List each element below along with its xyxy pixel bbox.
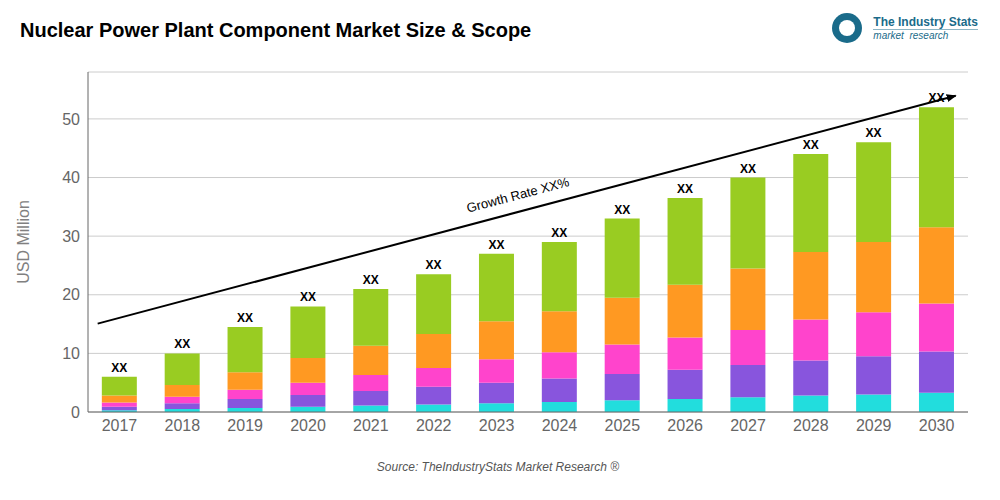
svg-text:XX: XX <box>111 361 127 375</box>
svg-text:20: 20 <box>62 286 80 303</box>
svg-text:2025: 2025 <box>604 417 640 434</box>
svg-text:2030: 2030 <box>919 417 955 434</box>
svg-text:XX: XX <box>237 311 253 325</box>
svg-text:XX: XX <box>614 203 630 217</box>
svg-text:Growth Rate XX%: Growth Rate XX% <box>465 174 571 216</box>
svg-text:2019: 2019 <box>227 417 263 434</box>
svg-text:50: 50 <box>62 111 80 128</box>
svg-text:2029: 2029 <box>856 417 892 434</box>
svg-text:XX: XX <box>803 138 819 152</box>
svg-text:30: 30 <box>62 228 80 245</box>
svg-text:USD Million: USD Million <box>15 200 32 284</box>
html-text:Source: TheIndustryStats Marke: Source: TheIndustryStats Market Research… <box>376 460 620 474</box>
svg-text:XX: XX <box>866 126 882 140</box>
svg-text:XX: XX <box>300 290 316 304</box>
svg-text:XX: XX <box>928 91 944 105</box>
svg-text:10: 10 <box>62 345 80 362</box>
svg-text:2024: 2024 <box>542 417 578 434</box>
svg-text:XX: XX <box>551 226 567 240</box>
svg-text:2020: 2020 <box>290 417 326 434</box>
svg-text:0: 0 <box>71 404 80 421</box>
svg-text:2028: 2028 <box>793 417 829 434</box>
svg-text:2021: 2021 <box>353 417 389 434</box>
svg-text:2026: 2026 <box>667 417 703 434</box>
svg-text:40: 40 <box>62 169 80 186</box>
html-text:The Industry Stats: The Industry Stats <box>873 15 978 29</box>
svg-text:XX: XX <box>426 258 442 272</box>
svg-text:XX: XX <box>363 273 379 287</box>
html-text:Nuclear Power Plant Component: Nuclear Power Plant Component Market Siz… <box>20 18 532 41</box>
svg-text:XX: XX <box>488 238 504 252</box>
svg-text:2018: 2018 <box>164 417 200 434</box>
svg-text:2023: 2023 <box>479 417 515 434</box>
svg-text:XX: XX <box>677 182 693 196</box>
html-text:market research: market research <box>873 30 949 41</box>
svg-text:XX: XX <box>174 337 190 351</box>
svg-text:XX: XX <box>740 162 756 176</box>
svg-text:2022: 2022 <box>416 417 452 434</box>
svg-text:2017: 2017 <box>102 417 138 434</box>
svg-text:2027: 2027 <box>730 417 766 434</box>
